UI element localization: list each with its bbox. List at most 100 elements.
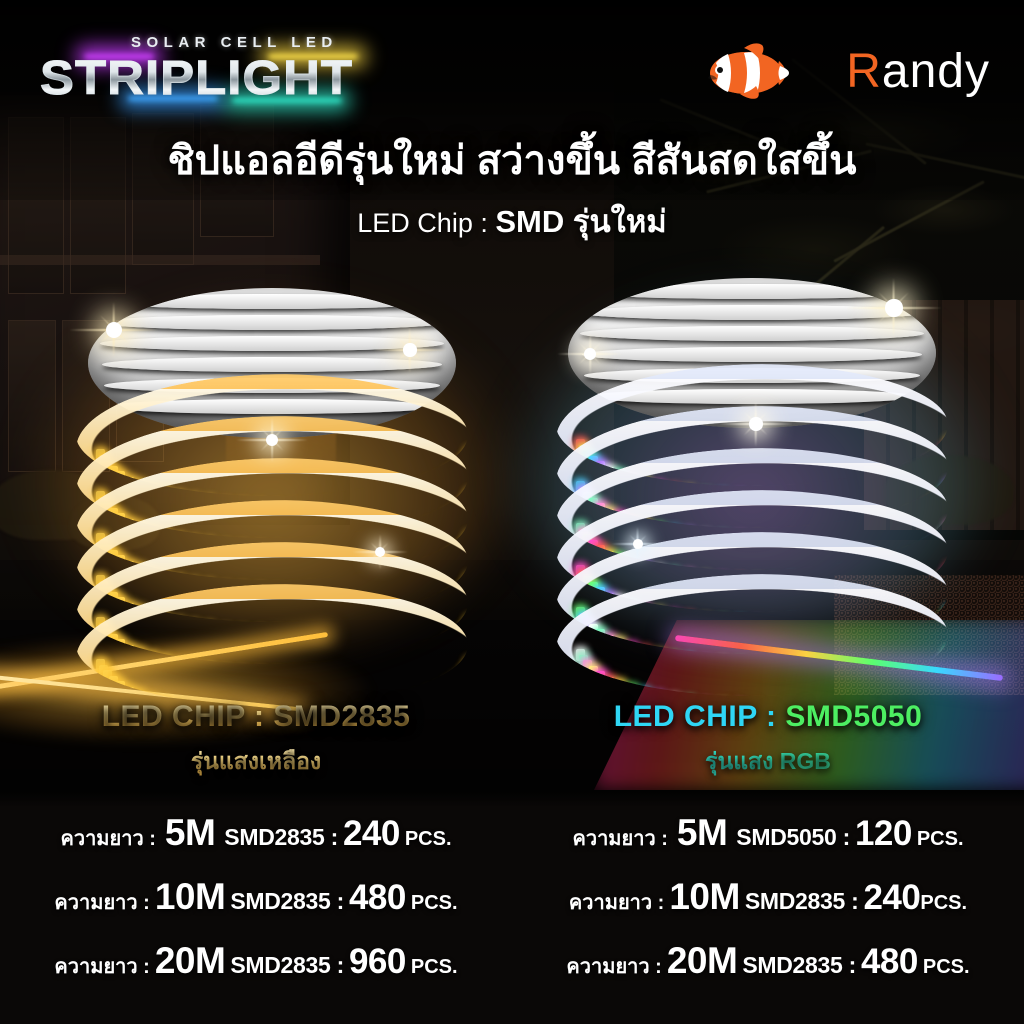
length-label: ความยาว : xyxy=(60,828,156,850)
length-value: 5M xyxy=(676,812,728,853)
coil-band xyxy=(62,570,482,720)
led-count: 240 xyxy=(863,878,921,917)
logo-glow-yellow xyxy=(268,54,358,59)
length-value: 10M xyxy=(154,876,226,917)
led-dot xyxy=(159,699,169,706)
led-dot xyxy=(583,660,593,673)
coil-band xyxy=(542,560,962,710)
led-dot xyxy=(108,676,118,689)
unit-label: PCS. xyxy=(410,956,458,978)
led-dot xyxy=(135,691,145,704)
chip-label: SMD2835 : xyxy=(744,888,859,914)
unit-label: PCS. xyxy=(922,956,970,978)
led-dot xyxy=(883,689,893,696)
headline: ชิปแอลอีดีรุ่นใหม่ สว่างขึ้น สีสันสดใสขึ… xyxy=(167,139,857,183)
led-dot xyxy=(944,654,948,667)
led-dot xyxy=(116,681,126,694)
length-value: 10M xyxy=(669,876,740,917)
length-label: ความยาว : xyxy=(568,892,665,914)
length-label: ความยาว : xyxy=(566,956,662,978)
led-dot xyxy=(926,671,936,684)
spec-band: ความยาว : 5M SMD2835 : 240 PCS. ความยาว … xyxy=(0,792,1024,1024)
chip-heading-left: LED CHIP : SMD2835 xyxy=(0,700,512,734)
led-dot xyxy=(103,670,113,683)
chip-label: SMD2835 : xyxy=(230,888,344,914)
logo-glow-cyan xyxy=(232,98,342,103)
led-dot xyxy=(946,648,948,661)
coil-inner-stripe xyxy=(578,305,926,320)
led-dot xyxy=(917,676,927,689)
led-dot xyxy=(437,686,447,699)
spec-row: ความยาว : 20M SMD2835 : 960 PCS. xyxy=(0,940,512,986)
led-dot xyxy=(653,693,663,696)
logo-glow-blue xyxy=(128,96,218,101)
led-dot xyxy=(596,671,606,684)
clownfish-icon xyxy=(708,43,789,99)
spec-row: ความยาว : 5M SMD5050 : 120 PCS. xyxy=(512,812,1024,858)
coil-inner-stripe xyxy=(582,347,922,362)
led-count: 240 xyxy=(342,814,400,853)
led-dot xyxy=(389,703,399,706)
spec-column-left: ความยาว : 5M SMD2835 : 240 PCS. ความยาว … xyxy=(0,806,512,1024)
roof-eave xyxy=(0,255,320,265)
led-count: 480 xyxy=(348,878,406,917)
spec-row: ความยาว : 20M SMD2835 : 480 PCS. xyxy=(512,940,1024,986)
led-count: 120 xyxy=(854,814,912,853)
led-dot xyxy=(173,703,183,706)
logo-initial: R xyxy=(846,45,882,98)
company-name: Randy xyxy=(846,44,990,99)
chip-heading-right: LED CHIP : SMD5050 xyxy=(512,700,1024,734)
company-logo[interactable]: Randy xyxy=(700,36,990,112)
spec-column-right: ความยาว : 5M SMD5050 : 120 PCS. ความยาว … xyxy=(512,806,1024,1024)
chip-variant-right: รุ่นแสง RGB xyxy=(512,744,1024,780)
coil-tube xyxy=(556,574,948,696)
coil-inner-stripe xyxy=(580,326,924,341)
logo-tagline: SOLAR CELL LED xyxy=(131,34,338,51)
led-dot xyxy=(403,699,413,706)
chip-title-left: LED CHIP : SMD2835 รุ่นแสงเหลือง xyxy=(0,700,512,780)
length-label: ความยาว : xyxy=(572,828,668,850)
chip-model-left: SMD2835 xyxy=(273,700,411,733)
chip-title-right: LED CHIP : SMD5050 รุ่นแสง RGB xyxy=(512,700,1024,780)
led-dot xyxy=(416,695,426,706)
led-dot xyxy=(869,693,879,696)
logo-wordmark: STRIPLIGHT xyxy=(39,52,354,106)
spec-row: ความยาว : 10M SMD2835 : 480 PCS. xyxy=(0,876,512,922)
led-dot xyxy=(454,676,464,689)
led-dot xyxy=(125,686,135,699)
led-dot xyxy=(459,670,468,683)
unit-label: PCS. xyxy=(920,892,968,914)
length-value: 5M xyxy=(164,812,216,853)
coil-tube xyxy=(76,584,468,706)
led-count: 480 xyxy=(860,942,918,981)
led-dot xyxy=(626,685,636,696)
chip-label: SMD5050 : xyxy=(736,824,850,850)
led-dot xyxy=(934,666,944,679)
led-dot xyxy=(466,658,468,671)
unit-label: PCS. xyxy=(404,828,452,850)
spec-row: ความยาว : 5M SMD2835 : 240 PCS. xyxy=(0,812,512,858)
chip-label: SMD2835 : xyxy=(224,824,338,850)
coil-inner-stripe xyxy=(102,357,442,372)
led-dot xyxy=(939,660,948,673)
length-value: 20M xyxy=(154,940,226,981)
coil-inner-stripe xyxy=(96,294,448,309)
coil-inner-stripe xyxy=(576,284,928,299)
chip-model-right: SMD5050 xyxy=(785,700,923,733)
chip-variant-left: รุ่นแสงเหลือง xyxy=(0,744,512,780)
chip-label: SMD2835 : xyxy=(742,952,856,978)
led-dot xyxy=(588,666,598,679)
unit-label: PCS. xyxy=(916,828,964,850)
product-coil-rgb xyxy=(512,272,992,696)
unit-label: PCS. xyxy=(410,892,458,914)
led-dot xyxy=(146,695,156,706)
led-count: 960 xyxy=(348,942,406,981)
chip-label-left: LED CHIP : xyxy=(101,700,274,733)
subheadline: LED Chip : SMD รุ่นใหม่ xyxy=(0,196,1024,246)
logo-name-rest: andy xyxy=(881,45,990,98)
led-dot xyxy=(639,689,649,696)
subheadline-label: LED Chip : xyxy=(357,208,496,238)
length-label: ความยาว : xyxy=(54,892,150,914)
length-value: 20M xyxy=(666,940,738,981)
